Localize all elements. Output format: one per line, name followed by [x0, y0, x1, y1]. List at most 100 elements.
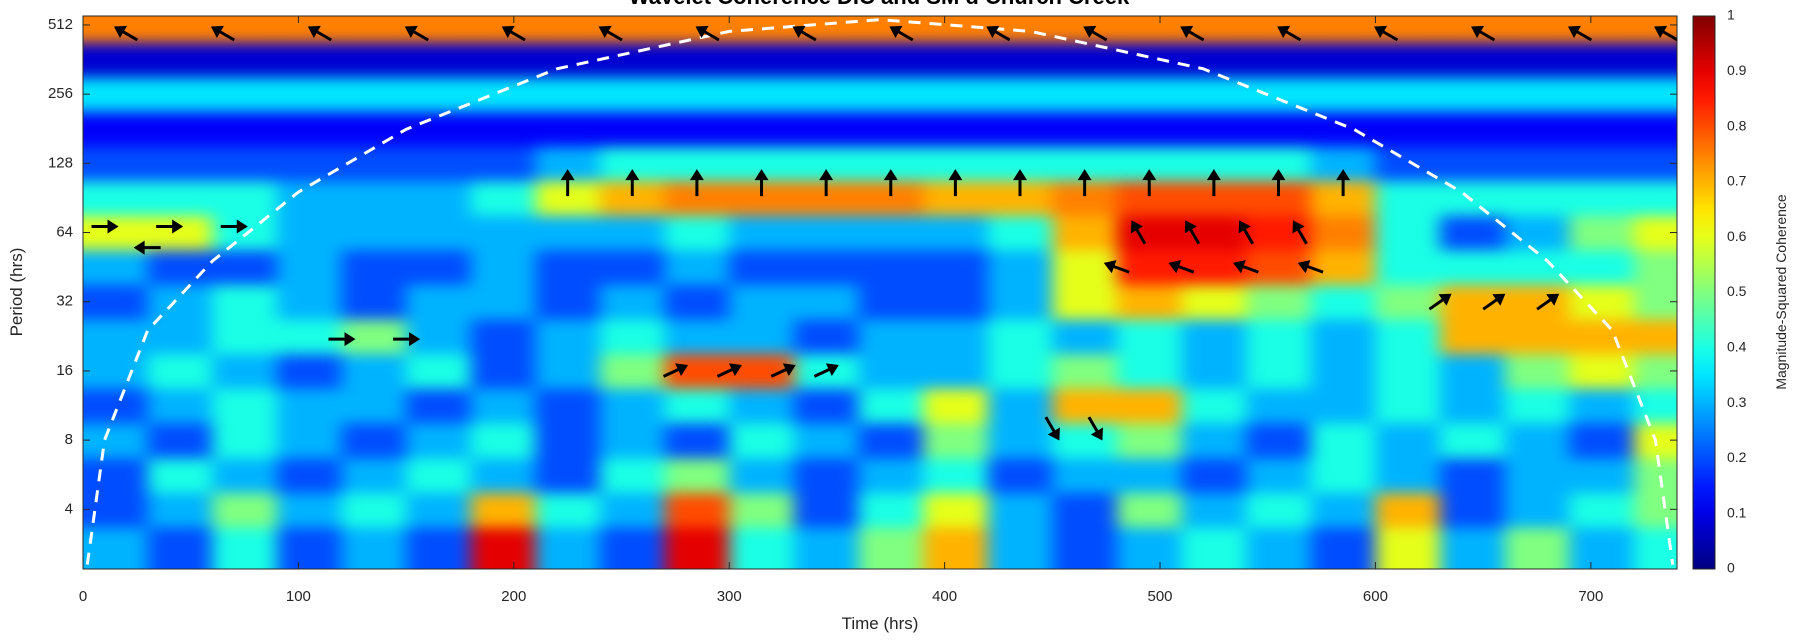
heat-cell [1116, 215, 1183, 251]
arrow-shaft [1089, 29, 1108, 42]
heat-cell [470, 457, 536, 494]
x-tick-label: 100 [286, 588, 311, 605]
heat-cell [406, 353, 472, 389]
arrow-head [792, 25, 806, 39]
heat-cell [212, 111, 278, 147]
heat-cell [212, 76, 278, 112]
phase-arrow [1428, 293, 1452, 311]
heat-cell [1052, 422, 1118, 459]
heat-cell [1310, 16, 1376, 43]
heat-cell [470, 319, 536, 355]
heat-cell [793, 76, 859, 112]
heat-cell [858, 76, 924, 112]
phase-arrow [1130, 220, 1147, 245]
phase-arrow [986, 25, 1011, 42]
phase-arrow [625, 169, 640, 197]
heat-cell [793, 492, 859, 528]
heat-cell [1440, 76, 1506, 112]
heat-cell [341, 76, 407, 112]
heat-cell [276, 388, 342, 424]
heat-cell [1633, 319, 1677, 355]
colorbar-tick-label: 0.3 [1727, 394, 1747, 410]
heat-cell [1504, 215, 1570, 251]
phase-arrow [1142, 169, 1157, 197]
heat-cell [147, 111, 213, 147]
arrow-head [1184, 220, 1197, 234]
colorbar-tick-label: 0.4 [1727, 339, 1747, 355]
heat-cell [1504, 111, 1570, 147]
heat-cell [987, 319, 1053, 355]
heat-cell [729, 42, 795, 78]
heat-cell [535, 249, 601, 285]
heat-cell [793, 422, 859, 459]
heat-cell [1181, 16, 1247, 43]
heat-cell [1569, 388, 1635, 424]
arrow-shaft [1240, 264, 1259, 274]
heat-cell [858, 422, 924, 459]
heat-cell [923, 319, 989, 355]
heat-cell [1052, 76, 1118, 112]
heat-cell [470, 249, 536, 285]
heat-cell [1181, 249, 1247, 285]
arrow-shaft [1175, 264, 1195, 274]
heat-cell [276, 180, 342, 216]
heat-cell [406, 388, 472, 424]
heat-cell [729, 284, 795, 320]
arrow-shaft [895, 29, 914, 42]
heat-cell [664, 422, 730, 459]
y-tick-label: 256 [48, 85, 73, 102]
heat-cell [276, 319, 342, 355]
arrow-head [1047, 427, 1060, 441]
overlay [85, 18, 1677, 565]
heat-cell [1569, 215, 1635, 251]
arrow-head [1277, 25, 1291, 39]
heat-cell [1633, 527, 1677, 569]
arrow-shaft [1186, 29, 1205, 42]
heat-cell [1504, 388, 1570, 424]
heat-cell [599, 527, 666, 569]
heat-cell [83, 319, 149, 355]
arrow-shaft [1134, 226, 1147, 245]
heat-cell [1633, 215, 1677, 251]
arrow-shaft [813, 367, 833, 378]
y-axis-label: Period (hrs) [7, 248, 26, 337]
heat-cell [470, 215, 536, 251]
phase-arrow [210, 25, 236, 42]
arrow-head [1374, 25, 1388, 39]
heat-cell [535, 422, 601, 459]
heat-cell [83, 146, 149, 182]
heat-cell [1440, 353, 1506, 389]
heat-cell [1052, 388, 1118, 424]
heat-cell [1504, 353, 1570, 389]
arrow-head [883, 169, 898, 181]
heat-cell [729, 249, 795, 285]
arrow-head [689, 169, 704, 181]
heat-cell [664, 111, 730, 147]
heat-cell [1246, 284, 1312, 320]
heat-cell [1052, 353, 1118, 389]
heat-cell [212, 388, 278, 424]
arrow-head [1103, 260, 1117, 274]
x-tick-label: 600 [1363, 588, 1388, 605]
x-tick-label: 200 [501, 588, 526, 605]
heat-cell [212, 146, 278, 182]
arrow-shaft [1044, 416, 1057, 435]
heat-cell [599, 319, 666, 355]
colorbar-tick-label: 0.7 [1727, 173, 1747, 189]
arrow-head [404, 25, 418, 39]
heat-cell [1052, 215, 1118, 251]
heat-cell [599, 111, 666, 147]
arrow-head [1238, 220, 1251, 234]
heat-cell [276, 353, 342, 389]
phase-arrow [1374, 25, 1399, 42]
heat-cell [83, 249, 149, 285]
heat-cell [276, 249, 342, 285]
heat-cell [1375, 319, 1441, 355]
heat-cell [1310, 422, 1376, 459]
heat-cell [83, 422, 149, 459]
heat-cell [406, 492, 472, 528]
heat-cell [1440, 111, 1506, 147]
heat-cell [341, 388, 407, 424]
heat-cell [147, 457, 213, 494]
